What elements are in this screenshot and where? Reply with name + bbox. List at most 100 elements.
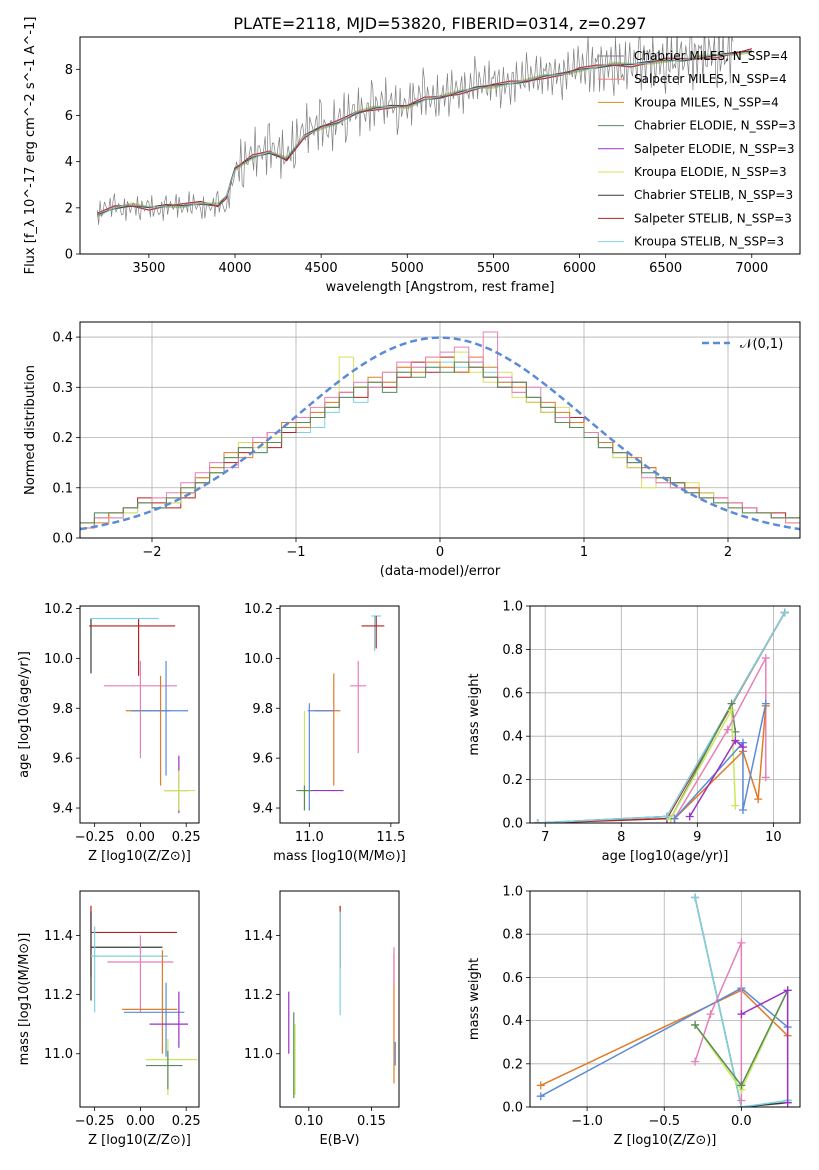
y-tick-label: 9.4 (252, 802, 273, 817)
legend-label: Kroupa STELIB, N_SSP=3 (634, 235, 784, 249)
errorbar-point (90, 905, 178, 977)
series-marker (783, 1098, 792, 1107)
axes-frame (529, 605, 801, 824)
histogram-step (80, 361, 800, 538)
x-axis-label: mass [log10(M/M⊙)] (273, 849, 406, 864)
errorbar-point (145, 1050, 183, 1090)
series-marker (691, 893, 700, 902)
y-tick-label: 0.4 (502, 730, 523, 745)
x-tick-label: 4500 (305, 261, 338, 276)
errorbar-point (123, 982, 185, 1057)
series-marker (727, 706, 736, 715)
axes-frame (79, 605, 200, 824)
errorbar-point (350, 660, 367, 754)
x-tick-label: −0.25 (75, 830, 115, 845)
series-marker (737, 1010, 746, 1019)
x-tick-label: 7000 (735, 261, 768, 276)
panels: 3500 4000 4500 5000 5500 6000 6500 7000 0 2 4 6 8 wav… (17, 17, 801, 1148)
x-tick-label: −0.25 (75, 1114, 115, 1129)
x-tick-label: 10 (765, 830, 782, 845)
series-marker (536, 1092, 545, 1101)
y-tick-label: 0 (65, 248, 73, 263)
y-tick-label: 0.2 (502, 773, 523, 788)
model-line (97, 50, 752, 215)
plot-area (89, 617, 196, 814)
x-tick-label: 0 (436, 545, 444, 560)
errorbar-point (296, 785, 313, 811)
series-marker (533, 819, 542, 823)
x-tick-label: 0.00 (126, 1114, 155, 1129)
y-tick-label: 0.0 (502, 1101, 523, 1116)
axes-frame (529, 890, 801, 1108)
y-tick-label: 11.0 (244, 1047, 273, 1062)
x-tick-label: 5000 (391, 261, 424, 276)
errorbar-point (89, 618, 176, 676)
normal-curve (80, 336, 800, 531)
y-tick-label: 9.8 (252, 702, 273, 717)
errorbar-point (131, 660, 189, 776)
figure-title: PLATE=2118, MJD=53820, FIBERID=0314, z=0… (233, 14, 646, 33)
errorbar-point (125, 675, 170, 786)
y-tick-label: 0.0 (52, 532, 73, 547)
legend-label: Salpeter ELODIE, N_SSP=3 (634, 142, 795, 156)
chart-mass_weight_vs_Z: −1.0 −0.5 0.0 0.0 0.2 0.4 0.6 0.8 1.0 Z [log10(Z/… (467, 885, 801, 1148)
y-tick-label: 10.0 (44, 652, 73, 667)
x-tick-label: 9 (693, 830, 701, 845)
errorbar-point (122, 950, 178, 1054)
x-tick-label: −1.0 (571, 1114, 603, 1129)
y-tick-label: 0.6 (502, 971, 523, 986)
x-axis-label: Z [log10(Z/Z⊙)] (88, 1133, 191, 1148)
plot-area (533, 608, 789, 823)
axes-frame (79, 321, 801, 539)
y-tick-label: 10.2 (44, 602, 73, 617)
chart-residuals: −2 −1 0 1 2 0.0 0.1 0.2 0.3 0.4 (data-model)/error… (23, 321, 801, 579)
plot-area (288, 905, 396, 1099)
y-tick-label: 9.4 (52, 802, 73, 817)
legend-label: Chabrier STELIB, N_SSP=3 (634, 188, 793, 202)
y-tick-label: 0.2 (502, 1057, 523, 1072)
y-tick-label: 2 (65, 201, 73, 216)
series-line (673, 657, 767, 820)
x-tick-label: 0.25 (172, 830, 201, 845)
chart-mass_vs_EBV: 0.10 0.15 11.0 11.2 11.4 E(B-V) (244, 890, 400, 1148)
y-tick-label: 11.4 (244, 929, 273, 944)
chart-age_vs_mass: 11.0 11.5 9.4 9.6 9.8 10.0 10.2 mass [log10(M/M… (244, 602, 406, 864)
series-marker (691, 1057, 700, 1066)
axes-frame (79, 890, 200, 1108)
errorbar-point (164, 770, 196, 811)
x-tick-label: 2 (724, 545, 732, 560)
errorbar-point (90, 926, 168, 1013)
y-tick-label: 8 (65, 63, 73, 78)
chart-mass_weight_vs_age: 7 8 9 10 0.0 0.2 0.4 0.6 0.8 1.0 age [log10(age/yr… (467, 600, 801, 864)
x-tick-label: 0.25 (172, 1114, 201, 1129)
errorbar-point (361, 615, 385, 649)
y-tick-label: 0.6 (502, 686, 523, 701)
series-line (694, 942, 743, 1101)
errorbar-point (314, 673, 341, 786)
series-line (694, 897, 788, 1107)
series-marker (691, 1020, 700, 1029)
y-axis-label: Flux [f_λ 10^-17 erg cm^-2 s^-1 A^-1] (23, 17, 38, 275)
y-tick-label: 0.4 (52, 331, 73, 346)
y-tick-label: 1.0 (502, 600, 523, 615)
legend-label: Kroupa ELODIE, N_SSP=3 (634, 165, 787, 179)
plot-area (96, 37, 752, 225)
series-marker (670, 814, 679, 823)
errorbar-point (149, 991, 189, 1048)
model-line (97, 51, 752, 217)
x-axis-label: E(B-V) (319, 1133, 359, 1148)
y-tick-label: 0.2 (52, 431, 73, 446)
axes-frame (79, 36, 801, 255)
series-marker (738, 805, 747, 814)
y-tick-label: 11.4 (44, 929, 73, 944)
legend-label: Salpeter MILES, N_SSP=4 (634, 72, 787, 86)
series-line (673, 705, 767, 820)
x-axis-label: Z [log10(Z/Z⊙)] (614, 1133, 717, 1148)
y-tick-label: 4 (65, 155, 73, 170)
x-tick-label: 4000 (218, 261, 251, 276)
y-tick-label: 0.8 (502, 928, 523, 943)
errorbar-point (145, 1038, 198, 1096)
legend-label: Chabrier MILES, N_SSP=4 (634, 49, 788, 63)
y-tick-label: 10.2 (244, 602, 273, 617)
